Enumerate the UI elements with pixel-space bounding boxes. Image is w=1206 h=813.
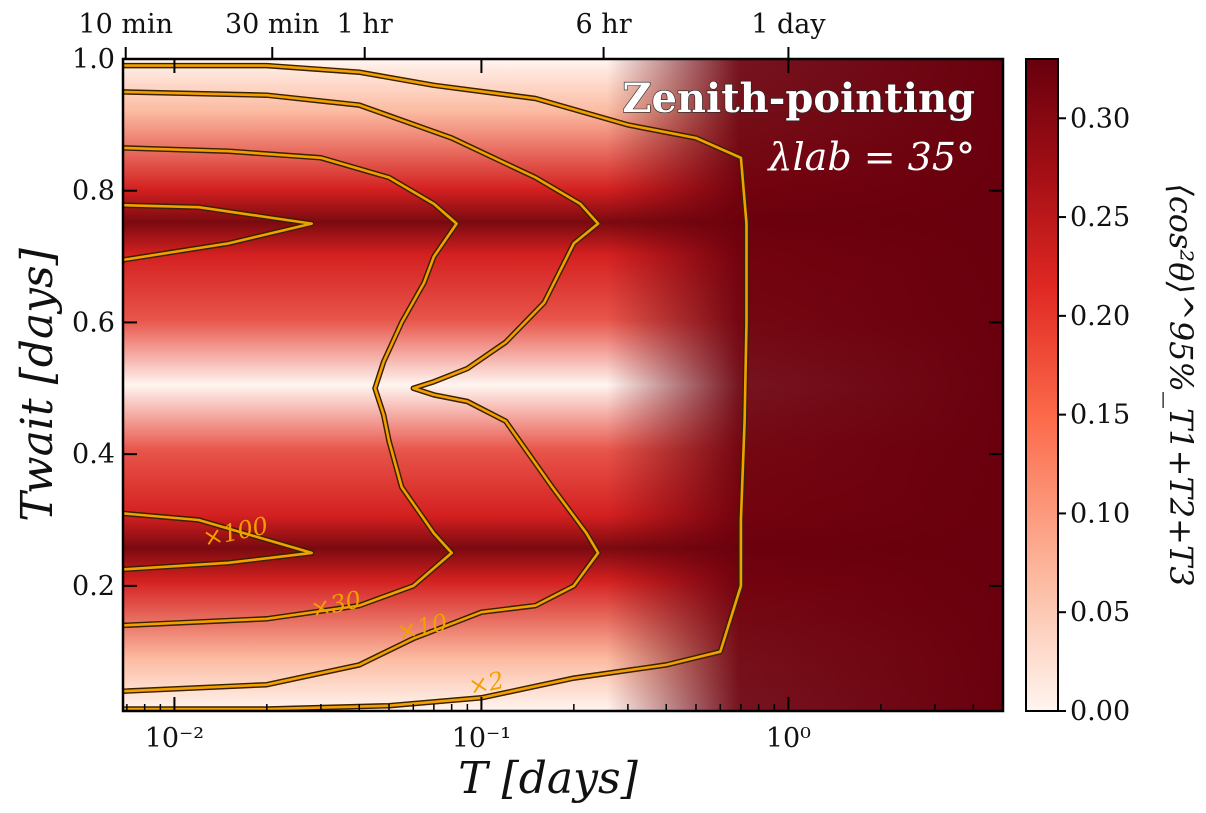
contour-line-0 [123, 64, 748, 711]
colorbar-tick-label-3: 0.15 [1070, 400, 1130, 431]
y-axis: 0.2 0.4 0.6 0.8 1.0 [72, 44, 1003, 602]
y-tick-label-0: 0.2 [72, 571, 115, 602]
y-tick-label-3: 0.8 [72, 176, 115, 207]
colorbar: 0.00 0.05 0.10 0.15 0.20 0.25 0.30 ⟨cos²θ⟩^95%… [1025, 58, 1200, 727]
colorbar-tick-label-1: 0.05 [1070, 597, 1130, 628]
colorbar-title: ⟨cos²θ⟩^95%_T1+T2+T3 [1162, 183, 1200, 586]
colorbar-tick-label-5: 0.25 [1070, 202, 1130, 233]
x-tick-label-1: 10⁻¹ [452, 723, 511, 754]
top-tick-label-2: 1 hr [337, 9, 393, 40]
plot-frame [121, 57, 1005, 713]
chart-subtitle: λlab = 35° [766, 135, 975, 179]
chart-title: Zenith-pointing [622, 75, 975, 122]
top-tick-label-1: 30 min [225, 9, 320, 40]
top-tick-label-4: 1 day [751, 9, 826, 40]
contour-line-2 [123, 146, 458, 627]
contour-lines [123, 62, 750, 711]
y-tick-label-2: 0.6 [72, 307, 115, 338]
y-tick-label-4: 1.0 [72, 44, 115, 75]
colorbar-tick-label-0: 0.00 [1070, 696, 1130, 727]
top-tick-label-0: 10 min [78, 9, 173, 40]
heatmap [123, 59, 1003, 711]
y-tick-label-1: 0.4 [72, 439, 115, 470]
top-axis: 10 min 30 min 1 hr 6 hr 1 day [78, 9, 826, 59]
contour-line-4 [123, 203, 313, 262]
colorbar-ticks: 0.00 0.05 0.10 0.15 0.20 0.25 0.30 [1058, 103, 1130, 727]
x-axis-title: T [days] [458, 753, 638, 804]
x-axis: 10⁻² 10⁻¹ 10⁰ [126, 59, 974, 754]
x-tick-label-2: 10⁰ [766, 723, 811, 754]
colorbar-tick-label-4: 0.20 [1070, 301, 1130, 332]
colorbar-ramp [1025, 58, 1059, 712]
contour-line-3 [123, 512, 313, 571]
colorbar-tick-label-2: 0.10 [1070, 498, 1130, 529]
heatmap-fade [123, 59, 1003, 711]
y-axis-title: Twait [days] [12, 247, 63, 521]
top-tick-label-3: 6 hr [576, 9, 632, 40]
contour-line-1 [123, 90, 600, 693]
colorbar-tick-label-6: 0.30 [1070, 103, 1130, 134]
x-tick-label-0: 10⁻² [145, 723, 204, 754]
